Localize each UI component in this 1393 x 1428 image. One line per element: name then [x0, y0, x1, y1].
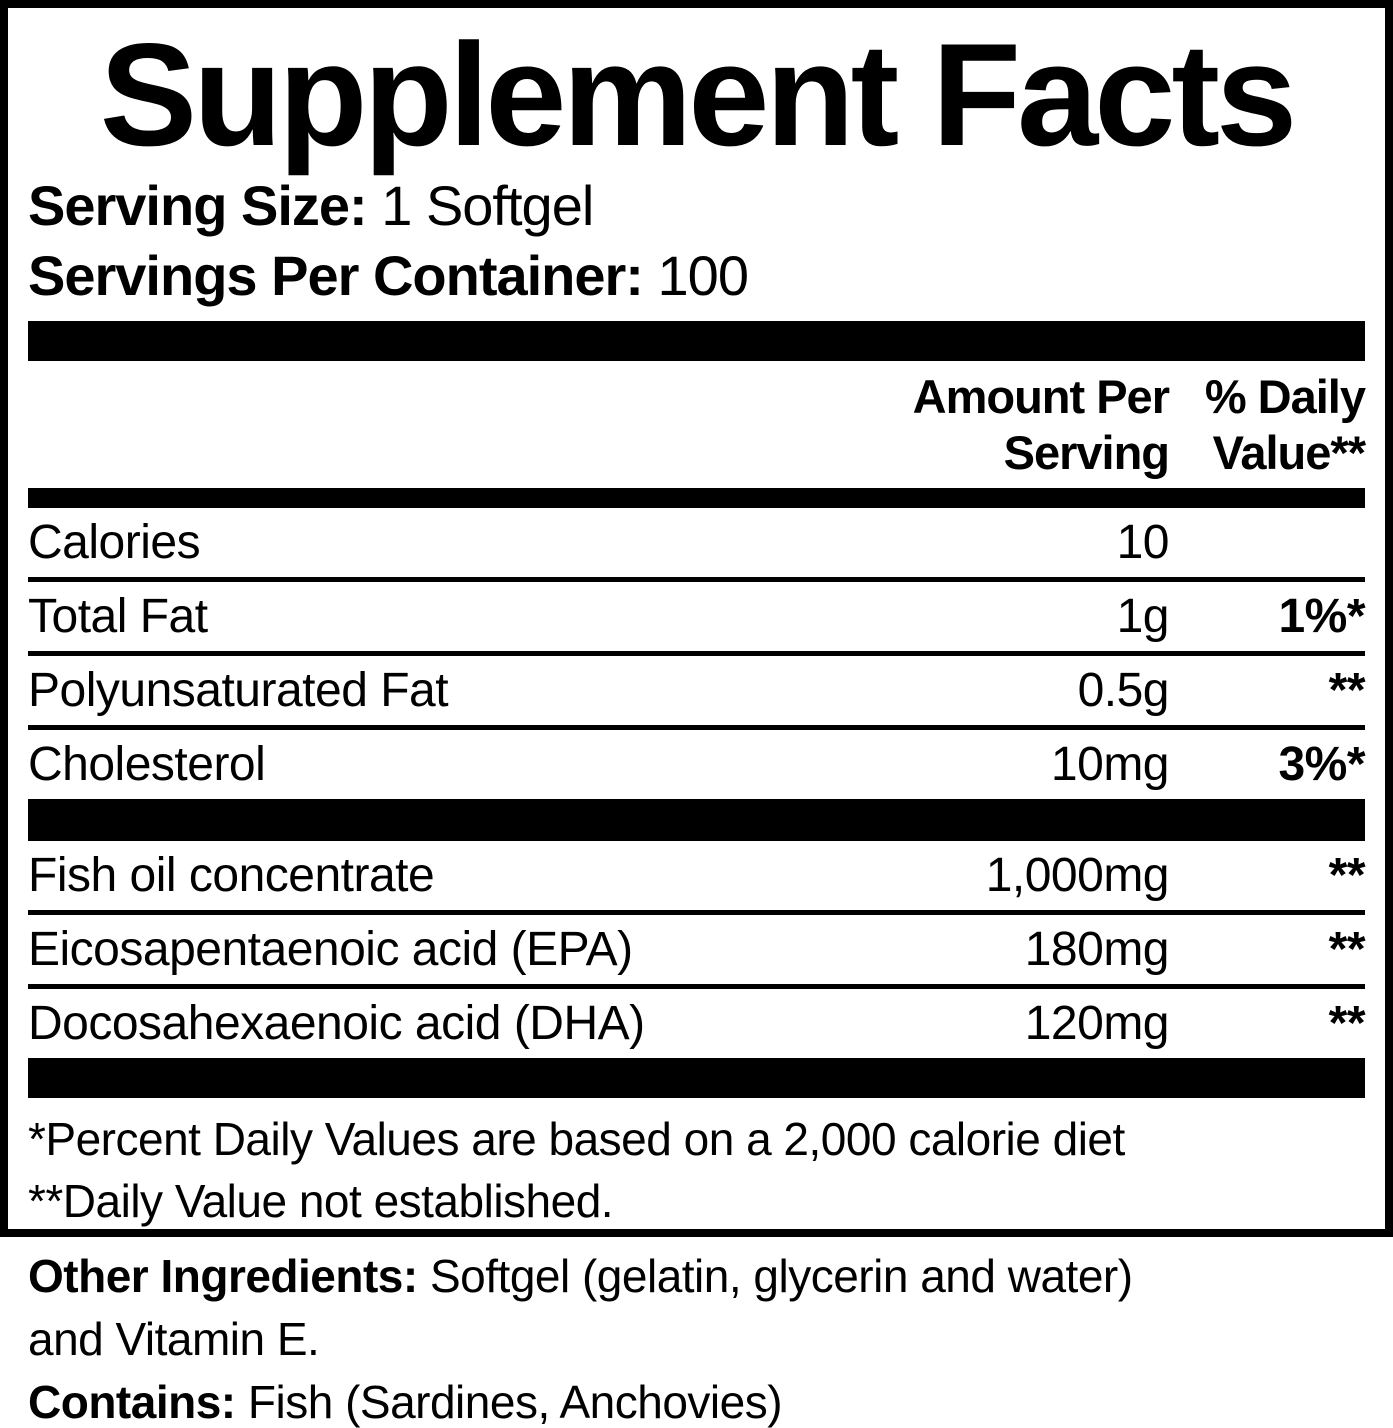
serving-size-value: 1 Softgel: [381, 174, 594, 238]
nutrient-row-cholesterol: Cholesterol 10mg 3%*: [28, 730, 1366, 799]
other-ingredients-line: Other Ingredients: Softgel (gelatin, gly…: [28, 1245, 1373, 1308]
footnotes: *Percent Daily Values are based on a 2,0…: [28, 1098, 1365, 1229]
servings-per-container-label: Servings Per Container:: [28, 244, 644, 308]
nutrient-amount: 10: [1116, 516, 1170, 570]
nutrient-dv: **: [1328, 664, 1366, 718]
amount-header-line1: Amount Per: [912, 370, 1170, 424]
amount-header-line2: Serving: [1003, 425, 1170, 479]
nutrient-name: Cholesterol: [28, 738, 266, 792]
other-ingredients-continued: and Vitamin E.: [28, 1313, 320, 1365]
section-divider-bar: [28, 799, 1365, 842]
nutrient-name: Calories: [28, 516, 201, 570]
nutrient-dv: [1169, 519, 1365, 567]
footnote-divider-bar: [28, 1058, 1365, 1099]
serving-size-line: Serving Size: 1 Softgel: [28, 171, 1365, 241]
nutrient-name: Fish oil concentrate: [28, 849, 435, 903]
nutrient-row-epa: Eicosapentaenoic acid (EPA) 180mg **: [28, 915, 1366, 990]
nutrient-name: Total Fat: [28, 590, 208, 644]
contains-label: Contains:: [28, 1376, 236, 1428]
column-header-row: Amount Per Serving % Daily Value**: [28, 361, 1366, 488]
servings-per-container-value: 100: [657, 244, 749, 308]
nutrient-row-dha: Docosahexaenoic acid (DHA) 120mg **: [28, 989, 1366, 1058]
nutrient-name: Polyunsaturated Fat: [28, 664, 449, 718]
column-header-spacer: [28, 369, 839, 480]
nutrient-amount: 120mg: [1024, 997, 1170, 1051]
contains-line: Contains: Fish (Sardines, Anchovies): [28, 1371, 1373, 1428]
ingredients-footer: Other Ingredients: Softgel (gelatin, gly…: [0, 1237, 1393, 1428]
top-divider-bar: [28, 321, 1365, 362]
nutrient-amount: 10mg: [1050, 738, 1170, 792]
other-ingredients-label: Other Ingredients:: [28, 1250, 418, 1302]
nutrient-row-fish-oil: Fish oil concentrate 1,000mg **: [28, 841, 1366, 916]
daily-value-header-line1: % Daily: [1204, 370, 1366, 424]
nutrient-amount: 180mg: [1024, 923, 1170, 977]
nutrient-amount: 1g: [1116, 590, 1170, 644]
daily-value-header-line2: Value**: [1212, 425, 1366, 479]
nutrient-dv: 1%*: [1278, 590, 1365, 644]
nutrient-dv: **: [1328, 849, 1366, 903]
nutrient-dv: 3%*: [1278, 738, 1365, 792]
footnote-not-established: **Daily Value not established.: [28, 1175, 614, 1228]
header-divider-bar: [28, 488, 1365, 509]
nutrient-amount: 0.5g: [1077, 664, 1170, 718]
nutrient-dv: **: [1328, 997, 1366, 1051]
contains-value: Fish (Sardines, Anchovies): [247, 1376, 783, 1428]
nutrient-name: Docosahexaenoic acid (DHA): [28, 997, 645, 1051]
footnote-percent-daily: *Percent Daily Values are based on a 2,0…: [28, 1113, 1125, 1166]
serving-size-label: Serving Size:: [28, 174, 368, 238]
amount-per-serving-header: Amount Per Serving: [839, 369, 1170, 480]
daily-value-header: % Daily Value**: [1169, 369, 1366, 480]
nutrient-amount: 1,000mg: [985, 849, 1170, 903]
servings-per-container-line: Servings Per Container: 100: [28, 241, 1365, 311]
nutrient-dv: **: [1328, 923, 1366, 977]
nutrient-row-total-fat: Total Fat 1g 1%*: [28, 582, 1366, 657]
nutrient-row-polyunsaturated-fat: Polyunsaturated Fat 0.5g **: [28, 656, 1366, 731]
nutrient-row-calories: Calories 10: [28, 508, 1365, 583]
supplement-facts-panel: Supplement Facts Serving Size: 1 Softgel…: [0, 0, 1393, 1237]
nutrient-name: Eicosapentaenoic acid (EPA): [28, 923, 633, 977]
other-ingredients-value: Softgel (gelatin, glycerin and water): [430, 1250, 1133, 1302]
panel-title: Supplement Facts: [99, 13, 1297, 176]
